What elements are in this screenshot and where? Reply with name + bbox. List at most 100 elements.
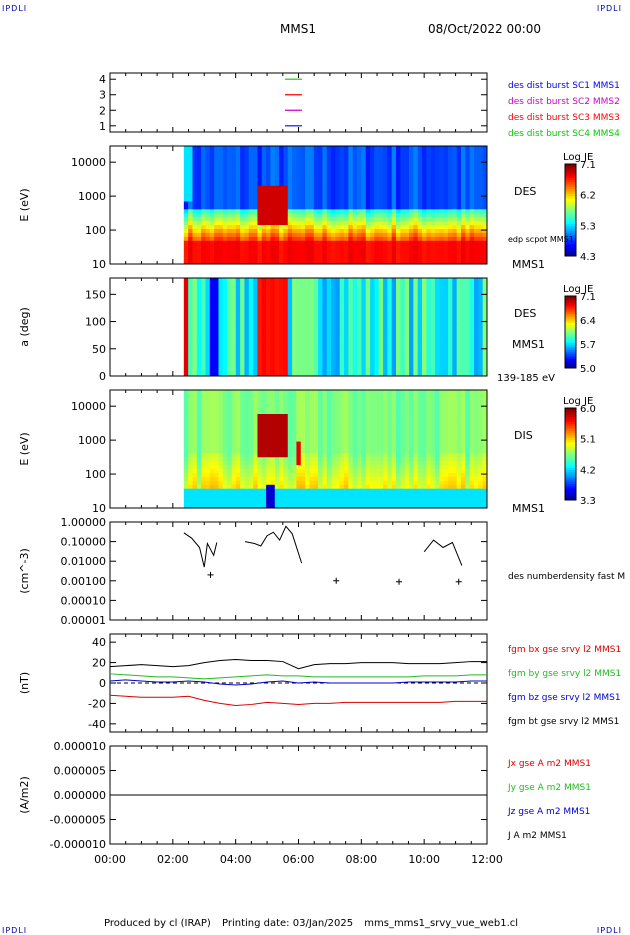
des-pitch-cell — [361, 347, 366, 351]
des-pitch-cell — [205, 340, 210, 344]
des-pitch-cell — [262, 320, 267, 324]
des-energy-cell — [470, 233, 475, 237]
des-energy-cell — [396, 240, 401, 244]
des-pitch-cell — [240, 304, 245, 308]
dis-energy-cell — [218, 484, 223, 488]
des-energy-cell — [322, 217, 327, 221]
des-energy-cell — [309, 225, 314, 229]
des-pitch-cell — [357, 298, 362, 302]
des-energy-cell — [288, 213, 293, 217]
des-pitch-cell — [275, 301, 280, 305]
des-energy-cell — [361, 209, 366, 213]
des-pitch-cell — [188, 347, 193, 351]
des-energy-cell — [270, 197, 275, 201]
des-energy-cell — [366, 236, 371, 240]
des-pitch-cell — [331, 363, 336, 367]
des-pitch-cell — [387, 311, 392, 315]
dis-energy-cell — [188, 484, 193, 488]
des-pitch-cell — [318, 288, 323, 292]
des-pitch-cell — [292, 327, 297, 331]
des-energy-cell — [218, 174, 223, 178]
des-pitch-cell — [296, 294, 301, 298]
des-energy-cell — [205, 166, 210, 170]
dis-energy-cell — [218, 469, 223, 473]
des-pitch-cell — [331, 356, 336, 360]
des-energy-cell — [413, 213, 418, 217]
des-pitch-cell — [478, 304, 483, 308]
des-pitch-cell — [470, 307, 475, 311]
des-pitch-cell — [262, 314, 267, 318]
des-pitch-cell — [331, 360, 336, 364]
des-energy-cell — [214, 256, 219, 260]
des-energy-cell — [374, 217, 379, 221]
des-pitch-cell — [197, 291, 202, 295]
des-pitch-cell — [262, 285, 267, 289]
dis-energy-cell — [210, 473, 215, 477]
des-energy-cell — [409, 209, 414, 213]
des-energy-cell — [184, 166, 189, 170]
dis-energy-cell — [205, 429, 210, 433]
des-energy-cell — [240, 162, 245, 166]
des-pitch-cell — [318, 343, 323, 347]
des-pitch-cell — [309, 343, 314, 347]
des-energy-cell — [257, 248, 262, 252]
des-pitch-cell — [314, 337, 319, 341]
des-energy-cell — [296, 174, 301, 178]
des-pitch-cell — [249, 288, 254, 292]
des-energy-cell — [327, 252, 332, 256]
dis-energy-cell — [218, 429, 223, 433]
dis-energy-cell — [210, 398, 215, 402]
des-pitch-cell — [387, 317, 392, 321]
des-pitch-cell — [340, 363, 345, 367]
des-energy-cell — [340, 177, 345, 181]
des-pitch-cell — [296, 317, 301, 321]
des-energy-cell — [400, 158, 405, 162]
des-pitch-cell — [249, 360, 254, 364]
des-pitch-cell — [244, 353, 249, 357]
des-pitch-cell — [270, 298, 275, 302]
des-pitch-cell — [296, 288, 301, 292]
des-pitch-cell — [470, 347, 475, 351]
des-energy-cell — [413, 233, 418, 237]
des-energy-cell — [327, 146, 332, 150]
des-pitch-cell — [448, 278, 453, 282]
des-energy-cell — [301, 166, 306, 170]
des-energy-cell — [227, 236, 232, 240]
des-pitch-cell — [292, 294, 297, 298]
des-pitch-cell — [426, 353, 431, 357]
des-energy-cell — [240, 154, 245, 158]
des-pitch-cell — [431, 301, 436, 305]
des-pitch-cell — [444, 288, 449, 292]
des-pitch-cell — [409, 288, 414, 292]
des-energy-cell — [305, 209, 310, 213]
dis-energy-cell — [218, 492, 223, 496]
des-energy-cell — [413, 225, 418, 229]
des-energy-cell — [422, 221, 427, 225]
des-pitch-cell — [370, 304, 375, 308]
des-pitch-cell — [387, 363, 392, 367]
des-pitch-cell — [400, 340, 405, 344]
des-energy-cell — [218, 201, 223, 205]
des-pitch-cell — [465, 343, 470, 347]
des-pitch-cell — [405, 291, 410, 295]
des-energy-cell — [244, 209, 249, 213]
dis-energy-cell — [244, 480, 249, 484]
des-energy-cell — [357, 252, 362, 256]
des-energy-cell — [314, 244, 319, 248]
des-energy-cell — [426, 181, 431, 185]
des-energy-cell — [292, 154, 297, 158]
des-energy-cell — [457, 185, 462, 189]
des-pitch-cell — [240, 369, 245, 373]
des-energy-cell — [301, 252, 306, 256]
des-energy-cell — [318, 201, 323, 205]
des-pitch-cell — [357, 320, 362, 324]
des-energy-cell — [400, 201, 405, 205]
des-pitch-cell — [370, 327, 375, 331]
des-pitch-cell — [435, 304, 440, 308]
des-energy-cell — [409, 256, 414, 260]
des-pitch-cell — [400, 324, 405, 328]
des-pitch-cell — [340, 294, 345, 298]
des-pitch-cell — [435, 320, 440, 324]
dis-energy-cell — [188, 492, 193, 496]
des-pitch-cell — [387, 330, 392, 334]
